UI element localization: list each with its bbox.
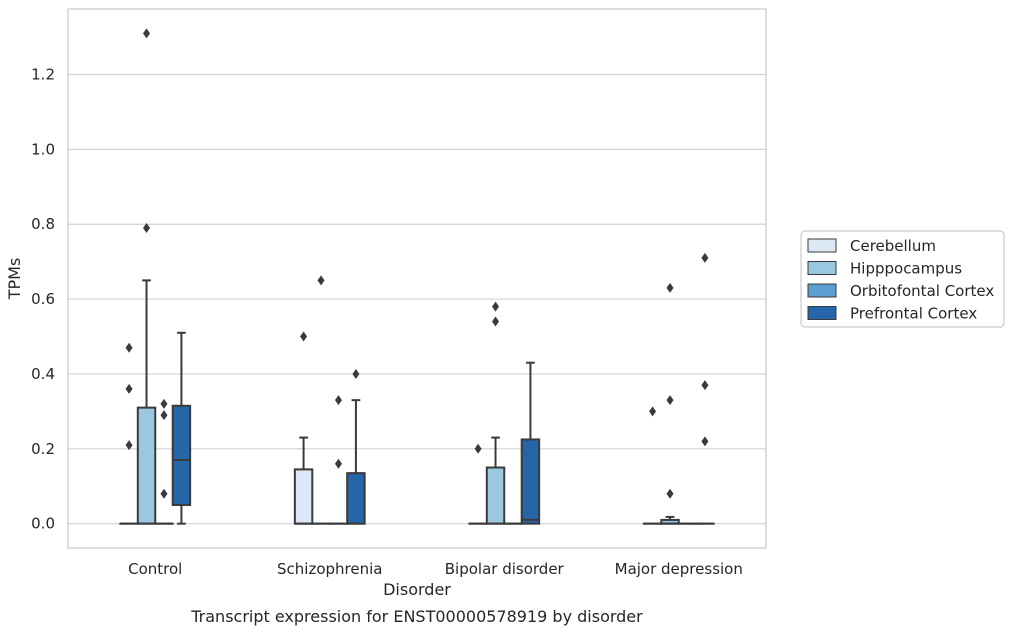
- iqr-box: [293, 468, 314, 525]
- outlier-point: [160, 398, 168, 409]
- box-prefrontal-cortex: [171, 331, 192, 525]
- outlier-point: [666, 395, 674, 406]
- plot-area-frame: [67, 8, 767, 549]
- x-tick-labels: Control Schizophrenia Bipolar disorder Majo…: [128, 560, 743, 578]
- outlier-point: [160, 410, 168, 421]
- outlier-point: [649, 406, 657, 417]
- outlier-point: [125, 342, 133, 353]
- y-axis-label: TPMs: [5, 258, 24, 301]
- outlier-point: [666, 282, 674, 293]
- outlier-point: [701, 252, 709, 263]
- iqr-box: [520, 438, 541, 525]
- legend-swatch: [807, 238, 837, 253]
- box-cerebellum: [119, 342, 139, 525]
- y-tick-label: 0.0: [31, 515, 55, 533]
- legend-label: Orbitofontal Cortex: [850, 282, 994, 300]
- iqr-box: [346, 472, 366, 525]
- box-cerebellum: [642, 406, 663, 525]
- y-tick-labels: 0.0 0.2 0.4 0.6 0.8 1.0 1.2: [31, 66, 55, 533]
- legend-label: Cerebellum: [850, 237, 936, 255]
- iqr-box: [136, 406, 157, 525]
- x-axis-label: Disorder: [383, 580, 451, 599]
- outlier-point: [666, 488, 674, 499]
- box-cerebellum: [293, 331, 314, 525]
- outlier-point: [334, 458, 342, 469]
- legend-swatch: [807, 306, 837, 320]
- outlier-point: [317, 275, 325, 286]
- outlier-point: [125, 440, 133, 451]
- legend-label: Hipppocampus: [850, 260, 962, 278]
- outlier-point: [492, 301, 500, 312]
- legend-frame: [800, 230, 1005, 328]
- outlier-point: [125, 383, 133, 394]
- outlier-point: [160, 488, 168, 499]
- box-prefrontal-cortex: [346, 368, 366, 525]
- legend-label: Prefrontal Cortex: [850, 305, 977, 323]
- legend-swatch: [807, 261, 837, 275]
- box-cerebellum: [468, 443, 488, 525]
- x-tick-label: Control: [128, 560, 182, 578]
- x-tick-label: Major depression: [615, 560, 743, 578]
- box-hipppocampus: [136, 28, 157, 525]
- legend: Cerebellum Hipppocampus Orbitofontal Corte…: [800, 230, 1005, 328]
- y-tick-label: 0.6: [31, 290, 55, 308]
- outlier-point: [701, 436, 709, 447]
- outlier-point: [474, 443, 482, 454]
- y-tick-label: 1.0: [31, 140, 55, 158]
- x-tick-label: Schizophrenia: [277, 560, 382, 578]
- box-orbitofontal-cortex: [328, 395, 349, 525]
- outlier-point: [334, 395, 342, 406]
- y-tick-label: 0.4: [31, 365, 55, 383]
- box-prefrontal-cortex: [695, 252, 715, 525]
- outlier-point: [300, 331, 308, 342]
- box-hipppocampus: [660, 282, 680, 525]
- legend-swatch: [807, 283, 837, 298]
- x-tick-label: Bipolar disorder: [445, 560, 565, 578]
- box-prefrontal-cortex: [520, 361, 541, 525]
- outlier-point: [143, 222, 151, 233]
- box-hipppocampus: [485, 301, 506, 525]
- box-hipppocampus: [311, 275, 331, 525]
- iqr-box: [171, 404, 192, 506]
- outlier-point: [701, 380, 709, 391]
- y-tick-label: 1.2: [31, 66, 55, 84]
- y-tick-label: 0.2: [31, 440, 55, 458]
- box-orbitofontal-cortex: [154, 398, 174, 525]
- outlier-point: [352, 368, 360, 379]
- y-tick-label: 0.8: [31, 215, 55, 233]
- outlier-point: [492, 316, 500, 327]
- outlier-point: [143, 28, 151, 39]
- box-series: [119, 28, 715, 525]
- chart-title: Transcript expression for ENST0000057891…: [190, 607, 643, 626]
- iqr-box: [485, 466, 506, 525]
